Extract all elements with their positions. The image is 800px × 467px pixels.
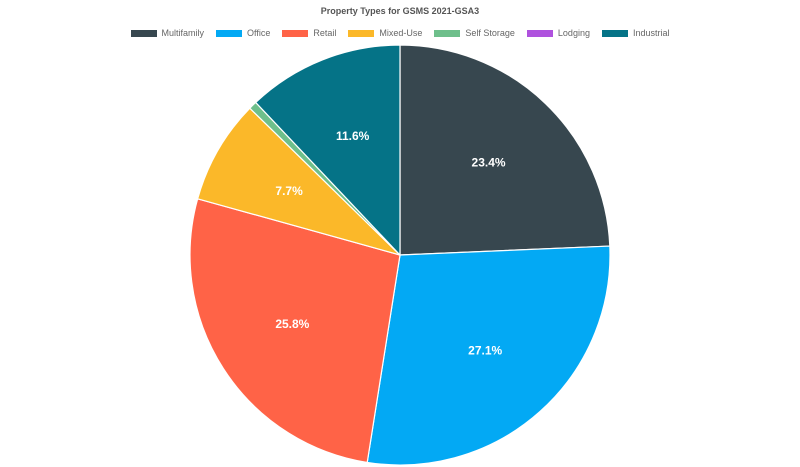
legend-swatch-industrial: [601, 29, 628, 37]
legend-item-multifamily[interactable]: Multifamily: [130, 28, 205, 38]
legend-item-retail[interactable]: Retail: [282, 28, 336, 38]
legend-label-office: Office: [247, 28, 271, 38]
legend-label-self-storage: Self Storage: [465, 28, 515, 38]
pie-labels: 23.4% 27.1% 25.8% 7.7% 11.6%: [275, 129, 506, 357]
legend-swatch-office: [216, 29, 243, 37]
legend-swatch-self-storage: [434, 29, 461, 37]
legend-label-multifamily: Multifamily: [161, 28, 205, 38]
legend-item-office[interactable]: Office: [216, 28, 270, 38]
legend-swatch-mixed-use: [348, 29, 375, 37]
legend-swatch-lodging: [526, 29, 553, 37]
legend-item-self-storage[interactable]: Self Storage: [434, 28, 515, 38]
legend-label-lodging: Lodging: [557, 28, 590, 38]
slice-label-office: 27.1%: [468, 344, 502, 358]
pie-slice-mixed-use[interactable]: [196, 107, 401, 256]
slice-label-industrial: 11.6%: [336, 129, 370, 143]
legend-label-industrial: Industrial: [632, 28, 670, 38]
legend: Multifamily Office Retail Mixed-Use Self…: [0, 28, 800, 38]
legend-swatch-retail: [282, 29, 309, 37]
pie-slices: [189, 44, 611, 466]
slice-label-retail: 25.8%: [275, 317, 309, 331]
chart-title: Property Types for GSMS 2021-GSA3: [320, 6, 480, 16]
pie-slice-retail[interactable]: [189, 198, 401, 464]
legend-swatch-multifamily: [130, 29, 157, 37]
pie-slice-industrial[interactable]: [254, 44, 401, 257]
legend-item-mixed-use[interactable]: Mixed-Use: [348, 28, 422, 38]
slice-label-mixed-use: 7.7%: [275, 184, 303, 198]
legend-item-lodging[interactable]: Lodging: [526, 28, 590, 38]
pie-slice-multifamily[interactable]: [399, 44, 611, 256]
pie-slice-office[interactable]: [366, 245, 611, 466]
slice-label-multifamily: 23.4%: [472, 156, 506, 170]
legend-label-retail: Retail: [313, 28, 337, 38]
legend-item-industrial[interactable]: Industrial: [601, 28, 670, 38]
legend-label-mixed-use: Mixed-Use: [379, 28, 423, 38]
